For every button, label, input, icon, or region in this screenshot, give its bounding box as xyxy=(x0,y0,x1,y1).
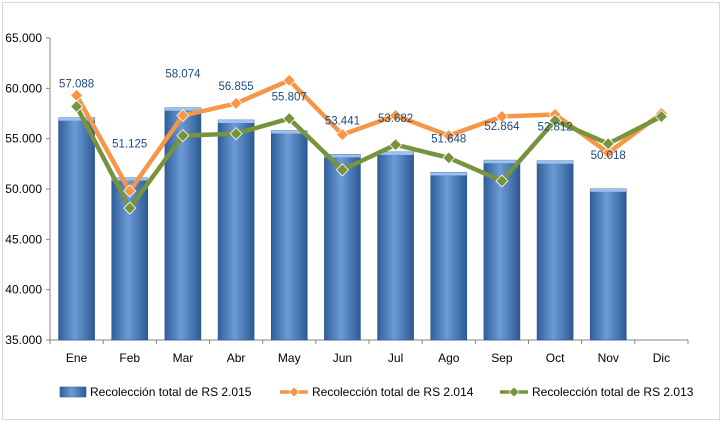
bar-2015 xyxy=(377,151,414,341)
data-label: 55.807 xyxy=(272,92,307,104)
marker-series-2013 xyxy=(123,201,137,215)
x-tick-label: Ene xyxy=(66,351,88,365)
marker-series-2013 xyxy=(70,99,84,114)
bar-2015 xyxy=(589,188,627,341)
legend-label: Recolección total de RS 2.015 xyxy=(90,385,252,399)
data-label: 53.441 xyxy=(325,115,360,127)
marker-series-2014 xyxy=(123,184,137,198)
legend: Recolección total de RS 2.015 Recolección… xyxy=(59,385,694,399)
bar-2015 xyxy=(536,160,574,341)
data-label: 58.074 xyxy=(165,69,201,81)
data-label: 50.018 xyxy=(591,150,626,162)
x-tick-label: Ago xyxy=(438,351,460,365)
data-label: 51.125 xyxy=(112,139,147,151)
marker-series-2014 xyxy=(335,128,349,142)
marker-series-2013 xyxy=(229,127,243,141)
bar-top-highlight xyxy=(483,160,520,164)
marker-series-2013 xyxy=(601,137,615,151)
data-label: 57.088 xyxy=(59,79,94,91)
marker-series-2013 xyxy=(282,111,296,126)
marker-series-2014 xyxy=(601,146,615,160)
bar-top-highlight xyxy=(218,119,255,123)
bar-top-highlight xyxy=(377,151,414,155)
marker-series-2013 xyxy=(335,163,349,177)
x-tick-label: Oct xyxy=(546,351,565,365)
x-tick-label: Mar xyxy=(173,351,194,365)
legend-swatch-marker xyxy=(288,386,300,398)
marker-series-2013 xyxy=(654,109,668,124)
marker-series-2013 xyxy=(442,151,456,165)
marker-series-2013 xyxy=(548,113,562,128)
x-tick-label: Jun xyxy=(333,351,352,365)
bar-2015 xyxy=(430,172,468,341)
legend-item: Recolección total de RS 2.015 xyxy=(59,385,252,399)
bar-top-highlight xyxy=(590,188,627,192)
marker-series-2013 xyxy=(176,129,190,143)
data-label: 56.855 xyxy=(218,81,253,93)
marker-series-2014 xyxy=(176,108,190,123)
marker-series-2013 xyxy=(389,138,403,152)
y-tick-label: 50.000 xyxy=(5,182,42,196)
marker-series-2014 xyxy=(442,129,456,143)
y-tick-label: 60.000 xyxy=(5,81,42,95)
bar-2015 xyxy=(164,107,202,341)
x-tick-label: Jul xyxy=(388,351,403,365)
y-tick-label: 65.000 xyxy=(5,31,42,45)
y-tick-label: 55.000 xyxy=(5,132,42,146)
legend-item: Recolección total de RS 2.013 xyxy=(500,385,694,399)
y-tick-label: 35.000 xyxy=(5,333,42,347)
x-tick-label: Nov xyxy=(598,351,619,365)
legend-swatch-bar xyxy=(59,386,87,398)
x-tick-label: Feb xyxy=(119,351,140,365)
bar-top-highlight xyxy=(111,177,148,181)
bar-top-highlight xyxy=(537,160,574,164)
bar-top-highlight xyxy=(271,130,308,134)
marker-series-2014 xyxy=(495,109,509,124)
bar-2015 xyxy=(217,119,255,341)
bar-2015 xyxy=(270,130,308,341)
legend-label: Recolección total de RS 2.013 xyxy=(532,385,694,399)
x-tick-label: May xyxy=(278,351,301,365)
marker-series-2014 xyxy=(389,108,403,123)
data-label: 52.864 xyxy=(484,121,520,133)
legend-label: Recolección total de RS 2.014 xyxy=(312,385,474,399)
y-tick-label: 45.000 xyxy=(5,232,42,246)
x-tick-label: Abr xyxy=(227,351,246,365)
marker-series-2014 xyxy=(282,73,296,87)
data-label: 51.648 xyxy=(431,133,466,145)
marker-series-2013 xyxy=(495,174,509,188)
plot-area: 35.000 40.000 45.000 50.000 55.000 60.000 65.0… xyxy=(5,31,689,365)
bar-top-highlight xyxy=(430,172,467,176)
data-label: 52.812 xyxy=(537,122,572,134)
bar-top-highlight xyxy=(324,154,361,158)
line-series-2014 xyxy=(74,78,664,194)
bar-2015 xyxy=(324,154,361,341)
legend-item: Recolección total de RS 2.014 xyxy=(280,385,474,399)
bar-top-highlight xyxy=(58,117,95,121)
data-label: 53.682 xyxy=(378,113,413,125)
legend-swatch-marker xyxy=(508,386,520,398)
marker-series-2014 xyxy=(229,96,243,110)
line-series-2013 xyxy=(74,104,664,211)
bar-2015 xyxy=(58,117,95,341)
y-tick-label: 40.000 xyxy=(5,283,42,297)
x-tick-label: Sep xyxy=(491,351,513,365)
x-tick-label: Dic xyxy=(653,351,670,365)
